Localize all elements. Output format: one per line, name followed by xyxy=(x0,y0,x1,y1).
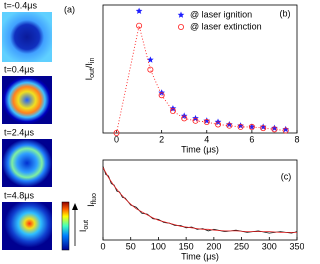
x-tick-label: 300 xyxy=(262,241,277,251)
x-tick-label: 350 xyxy=(289,241,304,251)
x-tick-label: 4 xyxy=(204,134,209,144)
legend-marker xyxy=(177,23,184,30)
label-sub: out xyxy=(89,68,96,78)
circle-marker xyxy=(203,119,210,126)
circle-marker xyxy=(158,92,165,99)
x-tick-label: 50 xyxy=(126,241,136,251)
circle-marker xyxy=(181,115,188,122)
data-line xyxy=(102,167,297,233)
star-marker xyxy=(147,56,154,63)
label-main: I xyxy=(86,204,96,207)
circle-marker xyxy=(136,22,143,29)
circle-marker xyxy=(260,125,267,132)
x-tick-label: 6 xyxy=(249,134,254,144)
star-marker xyxy=(135,7,143,14)
label-main: I xyxy=(84,78,94,81)
circle-marker xyxy=(237,123,244,130)
star-marker xyxy=(226,121,233,128)
star-marker xyxy=(271,124,278,131)
label-sub: out xyxy=(83,220,90,230)
star-marker xyxy=(237,122,244,129)
panel-label: (c) xyxy=(281,171,292,181)
label-sub: fluo xyxy=(91,193,98,204)
colorbar-label: Iout xyxy=(78,220,89,232)
y-axis-label: Ifluo xyxy=(86,193,97,207)
circle-marker xyxy=(282,127,289,134)
frame-label: t=4.8μs xyxy=(4,190,34,200)
circle-marker xyxy=(113,129,120,136)
x-axis-label: Time (μs) xyxy=(181,144,219,154)
panel-label: (a) xyxy=(64,4,75,14)
x-tick-label: 100 xyxy=(151,241,166,251)
x-tick-label: 8 xyxy=(294,134,299,144)
plot-frame xyxy=(102,159,298,241)
circle-marker xyxy=(169,108,176,115)
legend-label: @ laser extinction xyxy=(190,21,262,31)
data-line xyxy=(102,165,298,234)
circle-marker xyxy=(215,121,222,128)
star-marker xyxy=(248,123,256,130)
label-main: I xyxy=(78,230,88,233)
data-line xyxy=(116,25,286,134)
circle-marker xyxy=(147,66,154,73)
colorbar-arrow-head xyxy=(72,203,78,210)
x-tick-label: 0 xyxy=(100,241,105,251)
frame-image xyxy=(2,139,52,187)
label-sub: in xyxy=(89,58,96,64)
y-axis-label: Iout/Iin xyxy=(84,58,95,81)
x-tick-label: 2 xyxy=(159,134,164,144)
circle-marker xyxy=(248,123,255,130)
star-marker xyxy=(282,125,289,133)
label-main: /I xyxy=(84,63,94,68)
x-tick-label: 0 xyxy=(114,134,119,144)
plot-frame xyxy=(102,4,298,134)
x-tick-label: 250 xyxy=(234,241,249,251)
x-axis-label: Time (μs) xyxy=(181,251,219,261)
frame-image xyxy=(2,76,52,124)
x-tick-label: 150 xyxy=(179,241,194,251)
x-tick-label: 200 xyxy=(206,241,221,251)
colorbar xyxy=(61,201,70,251)
circle-marker xyxy=(192,117,199,124)
frame-label: t=0.4μs xyxy=(4,64,34,74)
circle-marker xyxy=(226,122,233,129)
frame-label: t=2.4μs xyxy=(4,127,34,137)
figure: t=-0.4μs t=0.4μs t=2.4μs t=4.8μs (a) Iou… xyxy=(2,0,304,261)
frame-label: t=-0.4μs xyxy=(4,0,37,10)
legend-label: @ laser ignition xyxy=(190,9,252,19)
circle-marker xyxy=(271,126,278,133)
legend-marker xyxy=(177,11,185,18)
frame-image xyxy=(2,202,52,250)
panel-label: (b) xyxy=(280,8,291,18)
frame-image xyxy=(2,12,52,62)
